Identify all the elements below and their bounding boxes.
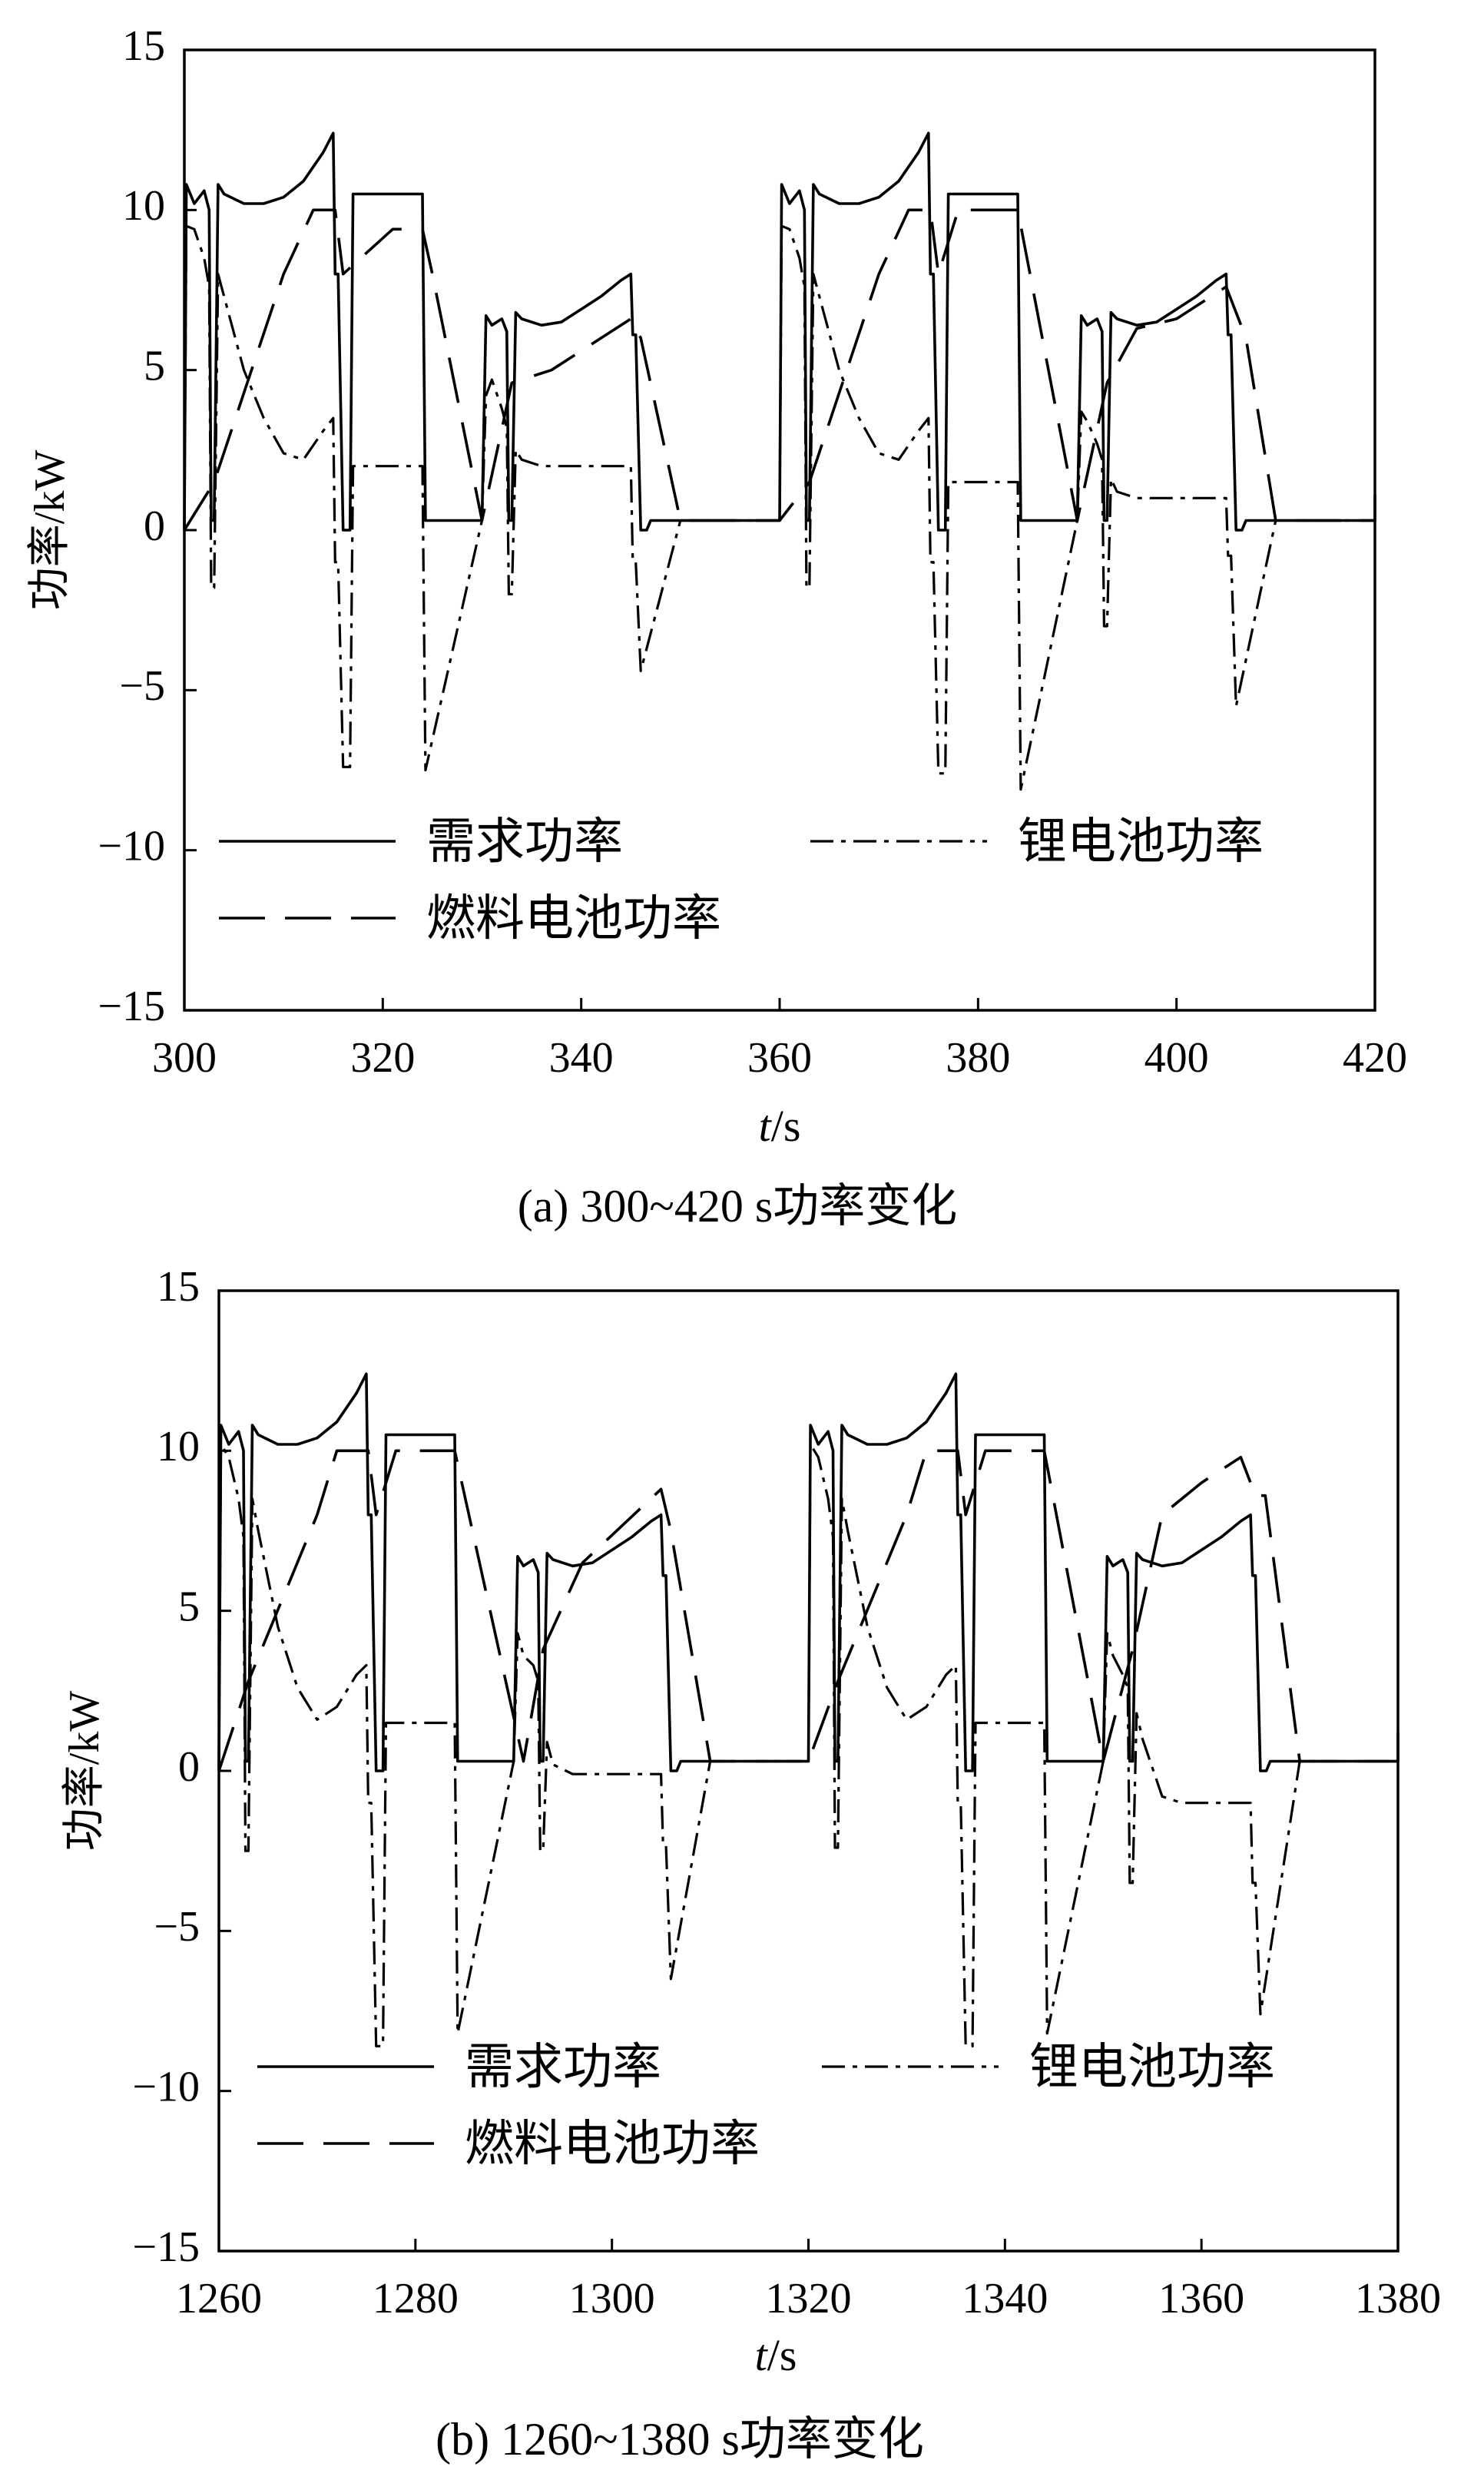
y-tick-label-a: −15: [98, 983, 165, 1030]
x-tick-label-a: 360: [747, 1034, 812, 1082]
y-tick-label-b: 15: [157, 1263, 200, 1311]
y-axis-label-text-a: 功率/kW: [26, 450, 74, 611]
y-tick-label-a: 15: [122, 22, 165, 70]
legend-label-b-2: 锂电池功率: [1029, 2039, 1275, 2096]
x-tick-label-b: 1380: [1355, 2275, 1441, 2322]
legend-label-b-1: 需求功率: [465, 2039, 661, 2096]
y-axis-label-text-b: 功率/kW: [61, 1691, 108, 1852]
y-tick-label-b: −10: [132, 2064, 200, 2111]
legend-label-b-3: 燃料电池功率: [465, 2116, 760, 2173]
y-tick-label-b: 10: [157, 1423, 200, 1470]
series-line-b-1: [217, 1372, 1400, 1772]
series-line-a-1: [183, 131, 1376, 532]
x-tick-label-b: 1340: [962, 2275, 1048, 2322]
panel-b: 功率/kW t/s (b) 1260~1380 s功率变化 1260 1280 13…: [61, 1263, 1441, 2465]
series-line-b-2: [217, 1443, 1398, 2047]
x-tick-label-a: 400: [1144, 1034, 1209, 1082]
y-tick-label-b: 5: [178, 1583, 200, 1631]
x-axis-label-b: t/s: [755, 2330, 797, 2380]
y-tick-label-a: 5: [144, 343, 165, 390]
x-tick-label-b: 1260: [176, 2275, 262, 2322]
y-axis-label-b: 功率/kW: [61, 1691, 108, 1852]
y-tick-label-a: 0: [144, 502, 165, 550]
y-tick-label-b: −15: [132, 2223, 200, 2271]
x-tick-label-a: 420: [1343, 1034, 1407, 1082]
y-tick-label-a: −5: [119, 662, 165, 710]
y-tick-label-b: 0: [178, 1743, 200, 1791]
y-tick-label-a: 10: [122, 182, 165, 230]
x-axis-label-a: t/s: [759, 1101, 801, 1151]
legend-label-a-1: 需求功率: [426, 814, 623, 870]
caption-a: (a) 300~420 s功率变化: [518, 1181, 957, 1232]
series-line-b-3: [217, 1449, 1398, 1772]
y-tick-label-b: −5: [154, 1903, 200, 1951]
x-tick-label-b: 1300: [569, 2275, 655, 2322]
x-tick-label-b: 1280: [373, 2275, 459, 2322]
ticks-b: 1260 1280 1300 1320 1340 1360 1380 15 10 5 0 −5 −10 −…: [132, 1263, 1441, 2322]
caption-b: (b) 1260~1380 s功率变化: [436, 2414, 924, 2465]
legend-label-a-3: 燃料电池功率: [426, 890, 721, 947]
y-axis-label-a: 功率/kW: [26, 450, 74, 611]
series-line-a-3: [183, 208, 1375, 531]
y-tick-label-a: −10: [98, 823, 165, 870]
panel-a: 功率/kW t/s (a) 300~420 s功率变化 300 320 340 360…: [26, 22, 1407, 1232]
x-tick-label-a: 320: [350, 1034, 415, 1082]
series-b: [217, 1372, 1400, 2047]
legend-label-a-2: 锂电池功率: [1018, 814, 1264, 870]
x-tick-label-a: 300: [152, 1034, 217, 1082]
x-tick-label-b: 1360: [1158, 2275, 1244, 2322]
x-tick-label-a: 380: [946, 1034, 1010, 1082]
x-tick-label-a: 340: [549, 1034, 614, 1082]
ticks-a: 300 320 340 360 380 400 420 15 10 5 0 −5 −10 −15: [98, 22, 1407, 1082]
series-a: [183, 131, 1376, 791]
x-tick-label-b: 1320: [766, 2275, 852, 2322]
